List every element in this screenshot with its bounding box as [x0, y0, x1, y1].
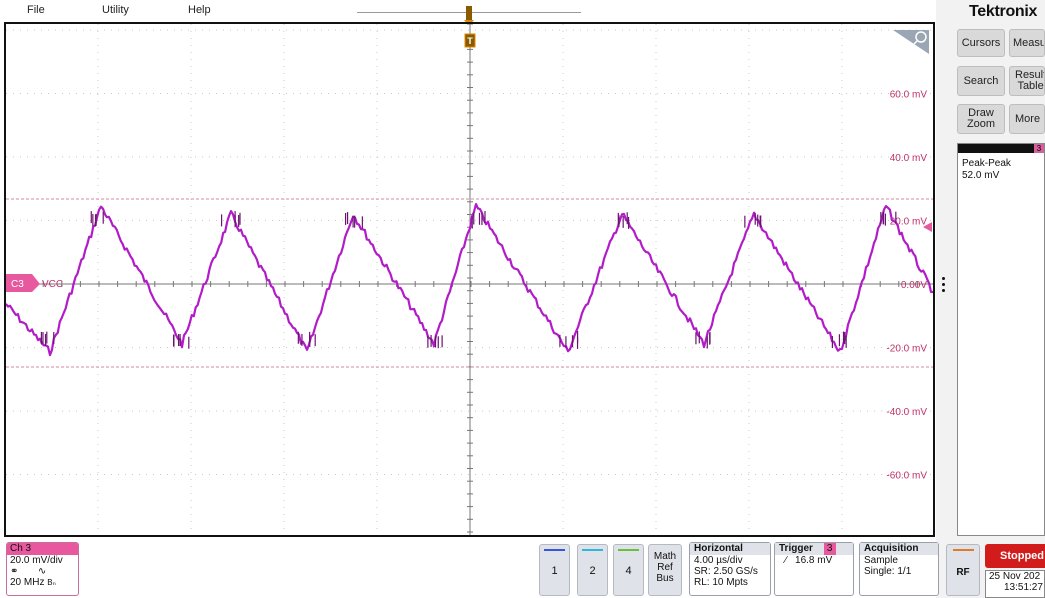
measurement-name: Peak-Peak: [962, 158, 1011, 169]
channel-1-button[interactable]: 1: [539, 544, 570, 596]
horizontal-record-length: RL: 10 Mpts: [694, 577, 748, 588]
y-axis-label: 0.00V: [901, 280, 927, 291]
date-text: 25 Nov 202: [989, 571, 1041, 582]
cursors-button[interactable]: Cursors: [957, 29, 1005, 57]
trigger-level: 16.8 mV: [795, 555, 833, 566]
channel-2-label: 2: [589, 565, 596, 577]
rf-label: RF: [956, 567, 970, 578]
horizontal-title: Horizontal: [690, 543, 770, 555]
channel-4-button[interactable]: 4: [613, 544, 644, 596]
y-axis-label: 60.0 mV: [890, 90, 928, 101]
channel-2-color-bar: [582, 549, 603, 551]
channel-3-bandwidth-row: 20 MHz Bₙ: [7, 577, 78, 588]
more-button[interactable]: More: [1009, 104, 1045, 134]
time-text: 13:51:27: [1004, 582, 1043, 593]
y-axis-label: -20.0 mV: [886, 344, 927, 355]
y-axis-label: 40.0 mV: [890, 153, 928, 164]
channel-3-bandwidth: 20 MHz: [10, 577, 45, 588]
trigger-time-label: T: [467, 36, 473, 46]
channel-3-tag: [6, 274, 32, 292]
channel-3-badge[interactable]: Ch 3 20.0 mV/div ⚭ ∿ 20 MHz Bₙ: [6, 542, 79, 596]
channel-3-tag-arrow: [32, 274, 40, 292]
channel-4-color-bar: [618, 549, 639, 551]
channel-2-button[interactable]: 2: [577, 544, 608, 596]
run-stop-status[interactable]: Stopped: [985, 544, 1045, 568]
rf-button[interactable]: RF: [946, 544, 980, 596]
math-ref-bus-button[interactable]: Math Ref Bus: [648, 544, 682, 596]
trigger-source-badge: 3: [823, 543, 836, 555]
horizontal-sample-rate: SR: 2.50 GS/s: [694, 566, 758, 577]
channel-3-scale: 20.0 mV/div: [10, 555, 63, 566]
waveform-graticule: 60.0 mV 40.0 mV 20.0 mV 0.00V -20.0 mV -40.0 …: [6, 24, 933, 535]
channel-1-color-bar: [544, 549, 565, 551]
acquisition-mode: Sample: [864, 555, 898, 566]
horizontal-badge[interactable]: Horizontal 4.00 µs/div SR: 2.50 GS/s RL:…: [689, 542, 771, 596]
panel-resize-handle[interactable]: [942, 277, 946, 297]
trigger-header: Trigger 3: [775, 543, 853, 555]
channel-3-title: Ch 3: [7, 543, 78, 555]
measurement-value: 52.0 mV: [962, 170, 1000, 181]
horizontal-scale: 4.00 µs/div: [694, 555, 743, 566]
date-time-display: 25 Nov 202 13:51:27: [985, 570, 1045, 598]
acquisition-count: Single: 1/1: [864, 566, 912, 577]
acquisition-title: Acquisition: [860, 543, 938, 555]
rf-color-bar: [953, 549, 974, 551]
search-button[interactable]: Search: [957, 66, 1005, 96]
trigger-position-handle[interactable]: [466, 6, 472, 20]
menu-file[interactable]: File: [27, 4, 45, 16]
zoom-icon[interactable]: [893, 28, 931, 56]
menu-help[interactable]: Help: [188, 4, 211, 16]
y-axis-label: -40.0 mV: [886, 407, 927, 418]
draw-zoom-button[interactable]: Draw Zoom: [957, 104, 1005, 134]
channel-3-waveform: [6, 203, 933, 357]
y-axis-label: 20.0 mV: [890, 217, 928, 228]
waveform-display[interactable]: 60.0 mV 40.0 mV 20.0 mV 0.00V -20.0 mV -40.0 …: [4, 22, 935, 537]
channel-4-label: 4: [625, 565, 632, 577]
measurement-channel-badge: 3: [1034, 144, 1044, 153]
brand-logo: Tektronix: [969, 3, 1038, 20]
y-axis-label: -60.0 mV: [886, 471, 927, 482]
channel-3-name: VCC: [42, 279, 63, 290]
trigger-time-marker: [464, 33, 476, 48]
probe-icon: ⚭: [10, 566, 19, 577]
measure-button[interactable]: Measu: [1009, 29, 1045, 57]
menu-utility[interactable]: Utility: [102, 4, 129, 16]
trigger-level-row: ∕ 16.8 mV: [775, 555, 853, 566]
channel-3-tag-label: C3: [11, 279, 24, 290]
menu-bar: File Utility Help: [0, 0, 935, 26]
trigger-level-arrow-icon: [923, 222, 932, 232]
trigger-badge[interactable]: Trigger 3 ∕ 16.8 mV: [774, 542, 854, 596]
trigger-title: Trigger: [779, 543, 813, 554]
channel-3-coupling-icons: ⚭ ∿: [7, 566, 78, 577]
result-table-button[interactable]: Result Table: [1009, 66, 1045, 96]
measurement-header: 3: [958, 144, 1044, 153]
bandwidth-limit-icon: Bₙ: [47, 578, 56, 587]
channel-1-label: 1: [551, 565, 558, 577]
measurement-badge[interactable]: 3 Peak-Peak 52.0 mV: [957, 143, 1045, 536]
ac-coupling-icon: ∿: [37, 566, 47, 577]
rising-edge-icon: ∕: [785, 555, 787, 566]
acquisition-badge[interactable]: Acquisition Sample Single: 1/1: [859, 542, 939, 596]
